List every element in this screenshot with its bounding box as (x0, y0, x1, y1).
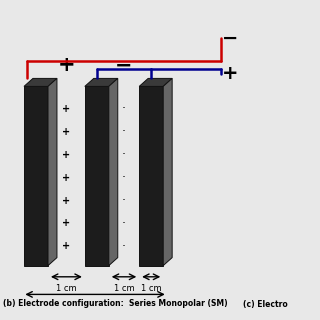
Text: +: + (62, 150, 70, 160)
Polygon shape (24, 86, 48, 266)
Text: +: + (62, 127, 70, 137)
Text: +: + (62, 241, 70, 252)
Polygon shape (109, 78, 118, 266)
Text: ·: · (122, 102, 126, 115)
Text: (b) Electrode configuration:  Series Monopolar (SM): (b) Electrode configuration: Series Mono… (3, 300, 228, 308)
Text: ·: · (122, 194, 126, 207)
Text: +: + (58, 55, 75, 75)
Text: −: − (222, 29, 239, 48)
Text: (c) Electro: (c) Electro (243, 300, 288, 308)
Text: +: + (62, 196, 70, 205)
Text: +: + (62, 219, 70, 228)
Text: +: + (62, 104, 70, 114)
Text: ·: · (122, 171, 126, 184)
Polygon shape (163, 78, 172, 266)
Polygon shape (139, 86, 163, 266)
Polygon shape (139, 78, 172, 86)
Text: 1 cm: 1 cm (141, 284, 162, 293)
Text: 1 cm: 1 cm (56, 284, 77, 293)
Text: ·: · (122, 240, 126, 253)
Polygon shape (48, 78, 57, 266)
Text: +: + (62, 172, 70, 183)
Text: ·: · (122, 125, 126, 138)
Text: ·: · (122, 217, 126, 230)
Text: −: − (115, 55, 133, 75)
Polygon shape (24, 78, 57, 86)
Text: 1 cm: 1 cm (114, 284, 134, 293)
Polygon shape (85, 78, 118, 86)
Polygon shape (85, 86, 109, 266)
Text: +: + (222, 64, 239, 83)
Text: ·: · (122, 148, 126, 161)
